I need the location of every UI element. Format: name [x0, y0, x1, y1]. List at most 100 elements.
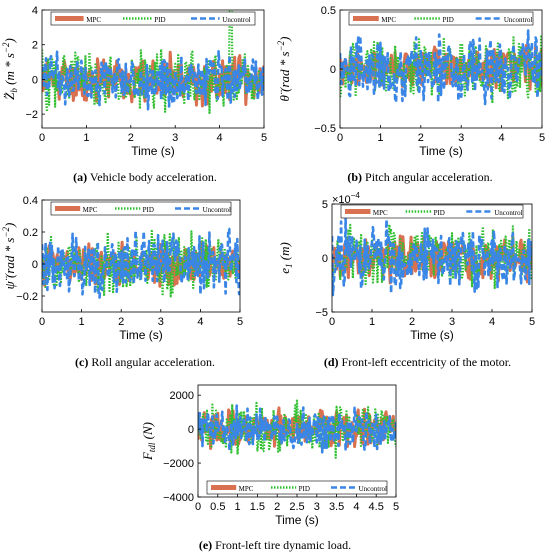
legend-label-uncontrol: Uncontrol [222, 16, 250, 24]
y-axis-label: Z̈b (m * s−2) [1, 38, 19, 100]
y-tick-label: 0 [330, 64, 336, 76]
series-line-uncontrol-c [42, 227, 240, 299]
caption-c-text: Roll angular acceleration. [88, 355, 215, 369]
caption-d-label: (d) [323, 355, 339, 369]
legend-label-pid: PID [443, 16, 454, 24]
legend-label-uncontrol: Uncontrol [504, 16, 532, 24]
x-tick-label: 1.5 [250, 501, 265, 513]
x-tick-label: 2 [409, 316, 415, 328]
y-tick-label: 0 [188, 424, 194, 436]
legend-b: MPC PID Uncontrol [348, 11, 534, 26]
x-tick-label: 3 [172, 132, 178, 144]
x-tick-label: 0 [337, 132, 343, 144]
x-tick-label: 1 [79, 316, 85, 328]
y-axis-label: Ftdl (N) [140, 422, 157, 461]
x-tick-label: 3 [449, 316, 455, 328]
legend-label-mpc: MPC [239, 485, 254, 493]
y-tick-label: 5 [322, 199, 328, 211]
legend-label-mpc: MPC [373, 209, 388, 217]
legend-label-uncontrol: Uncontrol [203, 206, 231, 214]
caption-a-text: Vehicle body acceleration. [87, 170, 217, 184]
x-tick-label: 4 [217, 132, 223, 144]
x-tick-label: 1 [377, 132, 383, 144]
series-line-uncontrol-b [340, 29, 542, 106]
caption-c: (c) Roll angular acceleration. [20, 355, 270, 370]
x-tick-label: 1 [83, 132, 89, 144]
y-tick-label: 2 [32, 40, 38, 52]
y-axis-label: θ̈ (rad * s−2) [276, 36, 292, 101]
caption-d-text: Front-left eccentricity of the motor. [338, 355, 512, 369]
y-tick-label: −2000 [163, 458, 194, 470]
x-tick-label: 4.5 [369, 501, 384, 513]
x-tick-label: 2 [418, 132, 424, 144]
chart-panel-c: 0 1 2 3 4 5 −0.2 0 0.2 0.4 Time (s) ψ̈ (rad * s−2) M… [0, 190, 275, 350]
x-tick-label: 5 [539, 132, 545, 144]
x-tick-label: 5 [237, 316, 243, 328]
chart-panel-a: 0 1 2 3 4 5 −2 0 2 4 Time (s) Z̈b (m * s−2) MPC PID Un… [0, 0, 275, 170]
legend-label-uncontrol: Uncontrol [494, 209, 522, 217]
legend-label-mpc: MPC [83, 206, 98, 214]
x-tick-label: 0 [39, 132, 45, 144]
x-tick-label: 2 [274, 501, 280, 513]
caption-a: (a) Vehicle body acceleration. [20, 170, 270, 185]
y-tick-label: 2000 [170, 390, 194, 402]
plot-area-a [42, 10, 264, 115]
legend-box [50, 11, 256, 26]
series-line-uncontrol-d [332, 217, 532, 297]
legend-a: MPC PID Uncontrol [50, 11, 256, 26]
scale-factor-label: ×10−4 [332, 191, 360, 206]
x-tick-label: 0 [39, 316, 45, 328]
series-line-uncontrol-e [198, 404, 396, 454]
x-tick-label: 2 [118, 316, 124, 328]
x-tick-label: 2.5 [289, 501, 304, 513]
x-axis-label: Time (s) [131, 144, 175, 158]
x-tick-label: 1 [235, 501, 241, 513]
x-tick-label: 0 [329, 316, 335, 328]
y-tick-label: 4 [32, 5, 38, 17]
caption-d: (d) Front-left eccentricity of the motor… [285, 355, 550, 370]
y-tick-label: −2 [25, 109, 38, 121]
caption-b-label: (b) [347, 170, 363, 184]
y-axis-label: ψ̈ (rad * s−2) [1, 223, 17, 290]
legend-box [348, 11, 534, 26]
x-tick-label: 1 [369, 316, 375, 328]
x-tick-label: 5 [261, 132, 267, 144]
y-tick-label: 0.4 [23, 195, 38, 207]
x-axis-label: Time (s) [410, 328, 454, 342]
legend-label-pid: PID [434, 209, 445, 217]
legend-c: MPC PID Uncontrol [50, 201, 232, 216]
legend-label-mpc: MPC [381, 16, 396, 24]
x-tick-label: 2 [128, 132, 134, 144]
caption-b: (b) Pitch angular acceleration. [295, 170, 545, 185]
legend-box [206, 480, 388, 495]
x-tick-label: 0 [195, 501, 201, 513]
legend-label-pid: PID [299, 485, 310, 493]
x-tick-label: 4 [197, 316, 203, 328]
chart-panel-b: 0 1 2 3 4 5 −0.5 0 0.5 Time (s) θ̈ (rad * s−2) MPC P… [275, 0, 550, 170]
plot-area-d [332, 217, 532, 297]
caption-e-text: Front-left tire dynamic load. [212, 538, 352, 552]
axes-frame-c [41, 199, 241, 313]
x-tick-label: 4 [489, 316, 495, 328]
caption-e-label: (e) [198, 538, 213, 552]
y-tick-label: −5 [315, 307, 328, 319]
legend-label-uncontrol: Uncontrol [359, 485, 387, 493]
legend-d: MPC PID Uncontrol [340, 204, 524, 219]
plot-area-e [198, 399, 396, 459]
x-tick-label: 3 [458, 132, 464, 144]
x-tick-label: 3 [314, 501, 320, 513]
chart-e-svg: 0 0.5 1 1.5 2 2.5 3 3.5 4 4.5 5 −4000 −2000 0 2000 Time… [140, 384, 399, 527]
caption-b-text: Pitch angular acceleration. [362, 170, 493, 184]
plot-area-b [340, 29, 542, 106]
y-tick-label: 0.5 [321, 5, 336, 17]
plot-area-c [42, 227, 240, 299]
x-axis-label: Time (s) [119, 328, 163, 342]
legend-box [340, 204, 524, 219]
y-tick-label: 0 [322, 253, 328, 265]
y-tick-label: 0 [32, 259, 38, 271]
series-line-uncontrol-a [42, 49, 264, 111]
legend-label-mpc: MPC [86, 16, 101, 24]
x-tick-label: 5 [529, 316, 535, 328]
